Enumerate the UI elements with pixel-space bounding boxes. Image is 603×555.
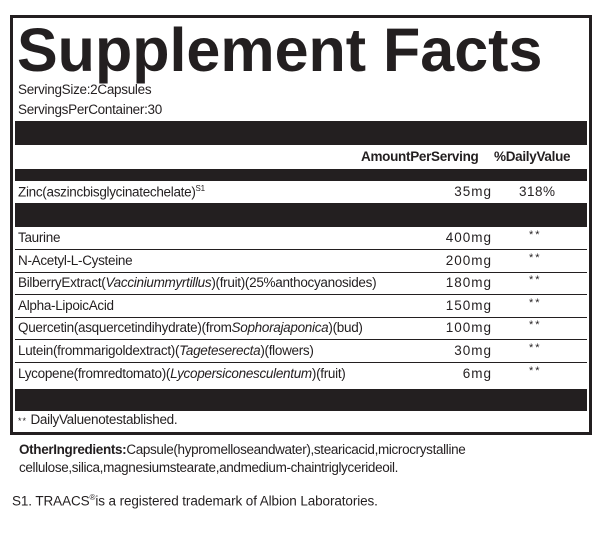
trademark-note: S1. TRAACS®is a registered trademark of … (12, 493, 378, 509)
daily-value-footnote: ** DailyValuenotestablished. (18, 412, 178, 427)
ingredient-amount: 6mg (462, 365, 492, 381)
ingredient-amount: 200mg (445, 252, 492, 268)
ingredient-amount: 100mg (445, 320, 492, 336)
ingredient-row: Quercetin(asquercetindihydrate)(fromSoph… (15, 317, 587, 341)
thick-divider (15, 121, 587, 145)
ingredient-amount: 180mg (445, 275, 492, 291)
ingredient-name: Alpha-LipoicAcid (18, 297, 114, 313)
ingredient-name: Quercetin(asquercetindihydrate)(fromSoph… (18, 320, 363, 336)
ingredient-daily-value: ** (529, 296, 542, 309)
ingredient-row: Alpha-LipoicAcid 150mg ** (15, 295, 587, 318)
ingredient-row: BilberryExtract(Vacciniummyrtillus)(frui… (15, 272, 587, 296)
serving-size: ServingSize:2Capsules (18, 82, 152, 97)
ingredient-name: Lutein(frommarigoldextract)(Tageteserect… (18, 343, 314, 358)
ingredient-name: Taurine (18, 230, 61, 245)
ingredient-row: Taurine 400mg ** (15, 227, 587, 250)
ingredient-name: BilberryExtract(Vacciniummyrtillus)(frui… (18, 275, 377, 291)
ingredient-row: Lutein(frommarigoldextract)(Tageteserect… (15, 340, 587, 363)
amount-per-serving-header: AmountPerServing (361, 149, 479, 164)
ingredient-amount: 150mg (445, 297, 492, 313)
servings-per-container: ServingsPerContainer:30 (18, 102, 162, 117)
thick-divider (15, 203, 587, 227)
divider (15, 169, 587, 181)
ingredient-row: N-Acetyl-L-Cysteine 200mg ** (15, 250, 587, 273)
supplement-facts-panel: Supplement Facts ServingSize:2Capsules S… (10, 15, 592, 435)
ingredient-daily-value: 318% (519, 184, 556, 199)
ingredient-name: Lycopene(fromredtomato)(Lycopersiconescu… (18, 365, 346, 381)
ingredient-daily-value: ** (529, 229, 542, 241)
ingredient-daily-value: ** (529, 342, 542, 354)
ingredient-name: Zinc(aszincbisglycinatechelate)S1 (18, 184, 205, 200)
ingredient-row: Lycopene(fromredtomato)(Lycopersiconescu… (15, 363, 587, 385)
daily-value-header: %DailyValue (494, 149, 571, 164)
ingredient-daily-value: ** (529, 274, 542, 287)
ingredient-daily-value: ** (529, 364, 542, 377)
ingredient-daily-value: ** (529, 251, 542, 264)
ingredient-amount: 400mg (445, 230, 492, 245)
ingredient-name: N-Acetyl-L-Cysteine (18, 252, 133, 268)
ingredient-amount: 30mg (454, 343, 492, 358)
zinc-row: Zinc(aszincbisglycinatechelate)S1 35mg 3… (15, 181, 587, 203)
ingredient-amount: 35mg (454, 184, 492, 199)
ingredient-daily-value: ** (529, 319, 542, 332)
panel-title: Supplement Facts (17, 16, 543, 84)
other-ingredients: OtherIngredients:Capsule(hypromelloseand… (19, 442, 466, 475)
thick-divider (15, 389, 587, 411)
